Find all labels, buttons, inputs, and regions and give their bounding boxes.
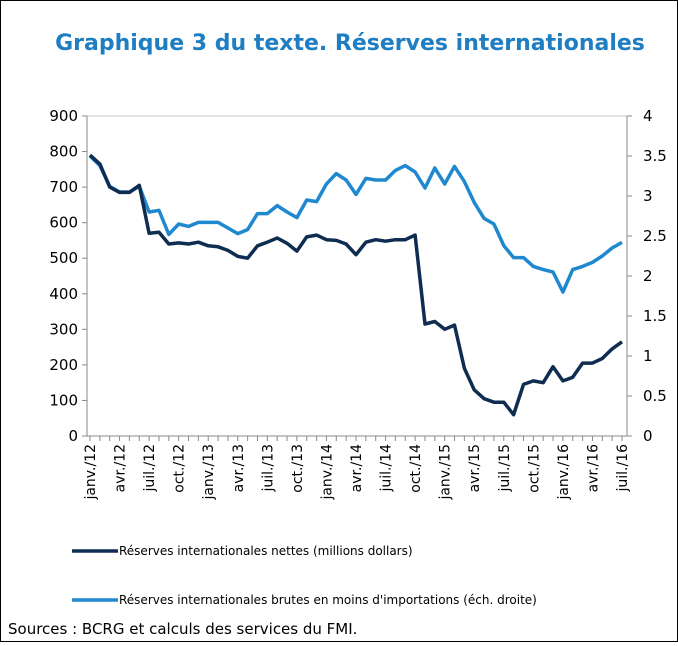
y-tick-label: 200 (49, 356, 78, 374)
y-tick-label: 900 (49, 107, 78, 125)
legend-label: Réserves internationales brutes en moins… (119, 593, 537, 607)
y2-tick-label: 3.5 (643, 147, 667, 165)
chart-title: Graphique 3 du texte. Réserves internati… (55, 31, 645, 56)
y-tick-label: 700 (49, 178, 78, 196)
x-tick-label: oct./13 (290, 444, 306, 493)
y-tick-label: 800 (49, 143, 78, 161)
x-tick-label: juil./15 (497, 444, 513, 493)
x-tick-label: avr./16 (585, 444, 601, 492)
y-tick-label: 100 (49, 391, 78, 409)
y2-tick-label: 0.5 (643, 387, 667, 405)
x-tick-label: avr./14 (349, 444, 365, 492)
x-tick-label: oct./12 (172, 444, 188, 493)
x-tick-label: janv./13 (201, 444, 217, 501)
y2-tick-label: 4 (643, 107, 653, 125)
source: Sources : BCRG et calculs des services d… (8, 620, 357, 638)
x-tick-label: janv./15 (438, 444, 454, 501)
y2-tick-label: 2 (643, 267, 653, 285)
x-tick-label: juil./12 (142, 444, 158, 493)
x-tick-label: avr./12 (113, 444, 129, 492)
y2-tick-label: 1.5 (643, 307, 667, 325)
x-tick-label: janv./14 (319, 444, 335, 501)
y-tick-label: 500 (49, 249, 78, 267)
x-tick-label: janv./12 (83, 444, 99, 501)
y-tick-label: 300 (49, 320, 78, 338)
x-tick-label: oct./14 (408, 444, 424, 493)
x-tick-label: avr./13 (231, 444, 247, 492)
x-tick-label: janv./16 (556, 444, 572, 501)
x-tick-label: oct./15 (526, 444, 542, 493)
y-tick-label: 0 (68, 427, 78, 445)
x-tick-label: juil./13 (260, 444, 276, 493)
y2-tick-label: 1 (643, 347, 653, 365)
legend-label: Réserves internationales nettes (million… (119, 544, 413, 558)
series-line (88, 154, 623, 294)
x-tick-label: juil./16 (615, 444, 631, 493)
y2-tick-label: 3 (643, 187, 653, 205)
x-tick-label: avr./15 (467, 444, 483, 492)
y2-tick-label: 0 (643, 427, 653, 445)
y-tick-label: 400 (49, 285, 78, 303)
x-tick-label: juil./14 (379, 444, 395, 493)
series-line (88, 153, 624, 417)
y-tick-label: 600 (49, 214, 78, 232)
y2-tick-label: 2.5 (643, 227, 667, 245)
